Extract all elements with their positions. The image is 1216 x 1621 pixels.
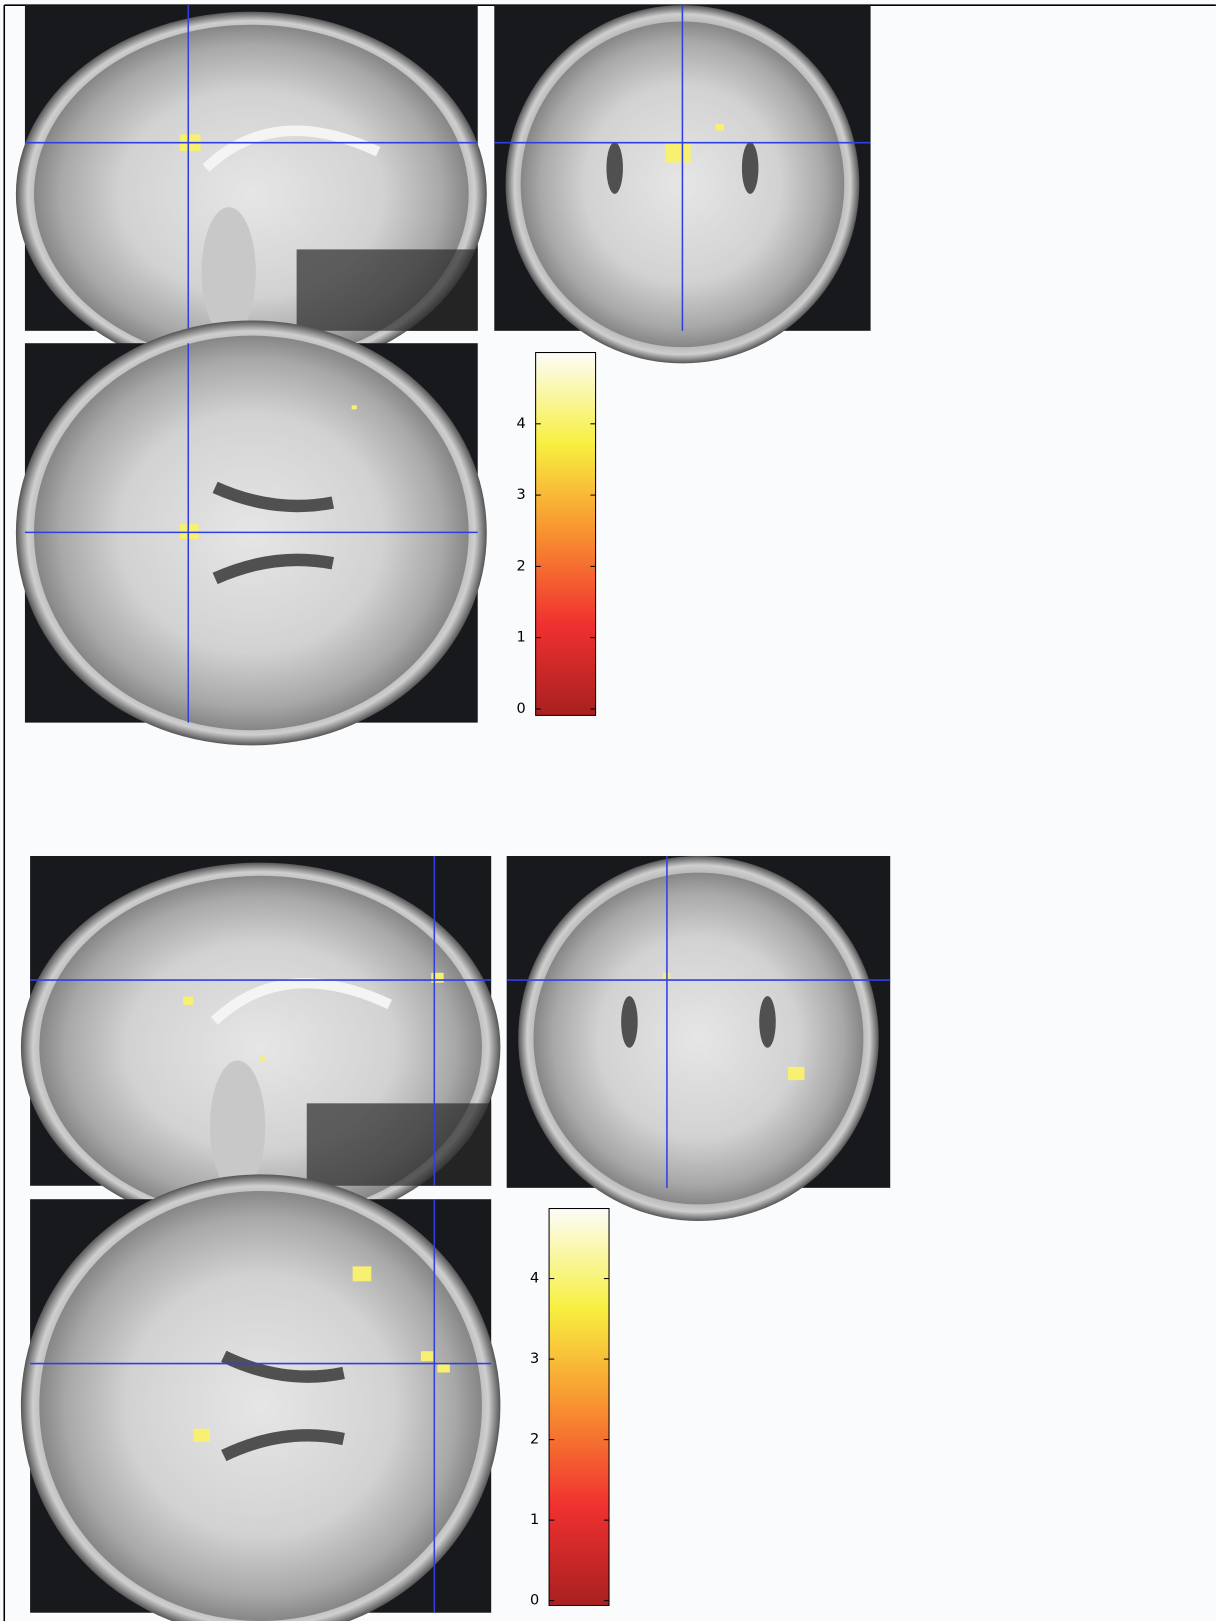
- colorbar-tick-label: 0: [517, 701, 526, 717]
- ventricle: [212, 481, 335, 513]
- ventricle: [221, 1350, 345, 1383]
- colorbar-tick-label: 0: [530, 1593, 539, 1609]
- skull-base: [306, 1103, 492, 1186]
- activation: [259, 1056, 265, 1061]
- corpus-callosum: [210, 978, 392, 1025]
- colorbar-tick-label: 2: [517, 558, 526, 574]
- activation: [180, 524, 199, 540]
- brainstem: [201, 207, 256, 338]
- colorbar-tick-label: 4: [517, 416, 526, 432]
- activation: [715, 124, 724, 131]
- activation: [437, 1362, 450, 1373]
- activation: [352, 1266, 372, 1282]
- ventricle: [221, 1429, 345, 1462]
- ventricle: [606, 142, 623, 194]
- colorbar-tick-label: 1: [517, 630, 526, 646]
- activation: [787, 1066, 805, 1081]
- ventricle: [741, 142, 759, 194]
- ventricle: [212, 553, 335, 585]
- colorbar-tick-label: 1: [530, 1512, 539, 1528]
- activation: [431, 972, 444, 983]
- ventricle: [621, 996, 638, 1048]
- activation: [351, 405, 357, 410]
- brainstem: [209, 1060, 266, 1193]
- brain: [39, 1190, 482, 1621]
- colorbar-tick-label: 3: [530, 1351, 539, 1367]
- colorbar-tick-label: 3: [517, 487, 526, 503]
- colorbar: [535, 352, 597, 716]
- colorbar-tick-label: 2: [530, 1432, 539, 1448]
- activation: [420, 1351, 434, 1362]
- colorbar-tick-label: 4: [530, 1271, 539, 1287]
- colorbar: [548, 1207, 610, 1607]
- skull-base: [296, 249, 478, 331]
- corpus-callosum: [202, 125, 381, 172]
- activation: [665, 142, 691, 163]
- brain: [533, 872, 864, 1205]
- activation: [183, 996, 194, 1005]
- ventricle: [759, 996, 776, 1048]
- activation: [193, 1428, 210, 1442]
